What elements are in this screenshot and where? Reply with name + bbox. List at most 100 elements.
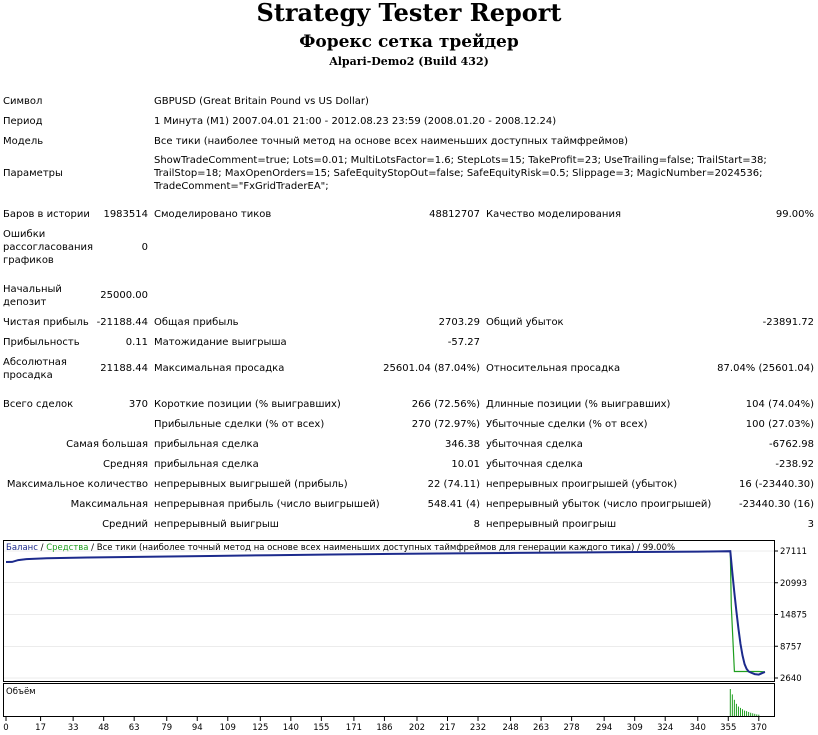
maximal-consecutive-loss-label: непрерывный убыток (число проигрышей) bbox=[486, 499, 712, 510]
y-tick-label-3: 8757 bbox=[780, 642, 802, 652]
x-tick-label-4: 63 bbox=[129, 723, 140, 733]
maximal-drawdown-label: Максимальная просадка bbox=[154, 363, 285, 374]
average-label: Средняя bbox=[103, 459, 148, 470]
x-tick-label-12: 186 bbox=[376, 723, 392, 733]
x-axis-ticks: 0 17 33 48 63 79 94 109 125 140 155 171 186 202 217 232… bbox=[3, 717, 767, 733]
series-layer bbox=[5, 550, 766, 676]
average-consecutive-wins-value: 8 bbox=[473, 519, 480, 530]
report-title: Strategy Tester Report bbox=[256, 0, 562, 27]
x-tick-label-21: 324 bbox=[657, 723, 673, 733]
symbol-label: Символ bbox=[3, 96, 43, 107]
largest-loss-label: убыточная сделка bbox=[486, 439, 583, 450]
period-label: Период bbox=[3, 116, 43, 127]
x-tick-label-23: 355 bbox=[720, 723, 736, 733]
y-tick-label-0: 27111 bbox=[780, 547, 807, 557]
chart-legend: Баланс / Средства / Все тики (наиболее т… bbox=[6, 543, 675, 553]
y-tick-label-2: 14875 bbox=[780, 611, 807, 621]
loss-trades-label: Убыточные сделки (% от всех) bbox=[486, 419, 648, 430]
expected-payoff-label: Матожидание выигрыша bbox=[154, 337, 287, 348]
max-consecutive-wins-value: 22 (74.11) bbox=[427, 479, 480, 490]
gross-profit-value: 2703.29 bbox=[438, 317, 480, 328]
largest-label: Самая большая bbox=[66, 439, 148, 450]
gross-loss-value: -23891.72 bbox=[762, 317, 814, 328]
x-tick-label-7: 109 bbox=[220, 723, 236, 733]
balance-line bbox=[5, 550, 766, 676]
x-tick-label-20: 309 bbox=[627, 723, 643, 733]
x-tick-label-22: 340 bbox=[690, 723, 706, 733]
legend-equity: Средства bbox=[46, 543, 88, 553]
profit-trades-value: 270 (72.97%) bbox=[411, 419, 480, 430]
relative-drawdown-value: 87.04% (25601.04) bbox=[717, 363, 814, 374]
errors-label: Ошибки рассогласования графиков bbox=[3, 229, 94, 266]
largest-profit-label: прибыльная сделка bbox=[154, 439, 259, 450]
quality-value: 99.00% bbox=[775, 209, 814, 220]
x-tick-label-1: 17 bbox=[35, 723, 46, 733]
volume-label: Объём bbox=[6, 687, 36, 697]
long-positions-label: Длинные позиции (% выигравших) bbox=[486, 399, 671, 410]
absolute-drawdown-label: Абсолютная просадка bbox=[3, 357, 67, 381]
total-trades-label: Всего сделок bbox=[3, 399, 74, 410]
params-value: ShowTradeComment=true; Lots=0.01; MultiL… bbox=[154, 155, 767, 192]
x-tick-label-3: 48 bbox=[98, 723, 109, 733]
maximal-consecutive-loss-value: -23440.30 (16) bbox=[738, 499, 814, 510]
x-tick-label-24: 370 bbox=[751, 723, 767, 733]
average-consecutive-losses-label: непрерывный проигрыш bbox=[486, 519, 617, 530]
short-positions-label: Короткие позиции (% выигравших) bbox=[154, 399, 341, 410]
period-value: 1 Минута (M1) 2007.04.01 21:00 - 2012.08… bbox=[154, 116, 557, 127]
y-tick-label-1: 20993 bbox=[780, 579, 807, 589]
volume-panel-frame bbox=[3, 683, 775, 717]
x-tick-label-13: 202 bbox=[409, 723, 425, 733]
profit-factor-value: 0.11 bbox=[125, 337, 148, 348]
ticks-label: Смоделировано тиков bbox=[154, 209, 272, 220]
price-panel-frame bbox=[3, 540, 775, 682]
profit-factor-label: Прибыльность bbox=[3, 337, 80, 348]
gross-profit-label: Общая прибыль bbox=[154, 317, 239, 328]
balance-chart: 27111 20993 14875 8757 2640 0 17 33 48 63 79 94 109… bbox=[0, 537, 818, 735]
total-trades-value: 370 bbox=[128, 399, 148, 410]
average-profit-label: прибыльная сделка bbox=[154, 459, 259, 470]
relative-drawdown-label: Относительная просадка bbox=[486, 363, 621, 374]
model-value: Все тики (наиболее точный метод на основ… bbox=[154, 136, 629, 147]
y-axis-ticks: 27111 20993 14875 8757 2640 bbox=[774, 547, 807, 684]
absolute-drawdown-value: 21188.44 bbox=[100, 363, 148, 374]
loss-trades-value: 100 (27.03%) bbox=[745, 419, 814, 430]
max-count-label: Максимальное количество bbox=[6, 479, 148, 490]
symbol-value: GBPUSD (Great Britain Pound vs US Dollar… bbox=[154, 96, 369, 107]
x-tick-label-8: 125 bbox=[252, 723, 268, 733]
x-tick-label-15: 232 bbox=[470, 723, 486, 733]
average-loss-value: -238.92 bbox=[775, 459, 814, 470]
ticks-value: 48812707 bbox=[429, 209, 480, 220]
average-consecutive-losses-value: 3 bbox=[807, 519, 814, 530]
deposit-label: Начальный депозит bbox=[3, 284, 62, 308]
deposit-value: 25000.00 bbox=[100, 290, 148, 301]
params-label: Параметры bbox=[3, 168, 63, 179]
net-profit-value: -21188.44 bbox=[96, 317, 148, 328]
short-positions-value: 266 (72.56%) bbox=[411, 399, 480, 410]
x-tick-label-6: 94 bbox=[192, 723, 203, 733]
legend-separator: / bbox=[38, 543, 46, 553]
server-build: Alpari-Demo2 (Build 432) bbox=[329, 55, 489, 68]
average-profit-value: 10.01 bbox=[451, 459, 480, 470]
average-consecutive-label: Средний bbox=[102, 519, 148, 530]
bars-label: Баров в истории bbox=[3, 209, 90, 220]
x-tick-label-2: 33 bbox=[68, 723, 79, 733]
quality-label: Качество моделирования bbox=[486, 209, 621, 220]
x-tick-label-11: 171 bbox=[346, 723, 362, 733]
net-profit-label: Чистая прибыль bbox=[3, 317, 89, 328]
bars-value: 1983514 bbox=[103, 209, 148, 220]
x-tick-label-18: 278 bbox=[563, 723, 579, 733]
errors-value: 0 bbox=[141, 242, 148, 253]
maximal-drawdown-value: 25601.04 (87.04%) bbox=[383, 363, 480, 374]
gross-loss-label: Общий убыток bbox=[486, 317, 564, 328]
report-subtitle: Форекс сетка трейдер bbox=[299, 32, 519, 52]
maximal-consecutive-profit-label: непрерывная прибыль (число выигрышей) bbox=[154, 499, 380, 510]
max-consecutive-losses-value: 16 (-23440.30) bbox=[738, 479, 814, 490]
x-tick-label-10: 155 bbox=[313, 723, 329, 733]
y-tick-label-4: 2640 bbox=[780, 674, 802, 684]
x-tick-label-19: 294 bbox=[596, 723, 612, 733]
x-tick-label-0: 0 bbox=[3, 723, 8, 733]
max-consecutive-wins-label: непрерывных выигрышей (прибыль) bbox=[154, 479, 348, 490]
legend-description: / Все тики (наиболее точный метод на осн… bbox=[88, 543, 675, 553]
x-tick-label-5: 79 bbox=[161, 723, 172, 733]
max-consecutive-losses-label: непрерывных проигрышей (убыток) bbox=[486, 479, 678, 490]
